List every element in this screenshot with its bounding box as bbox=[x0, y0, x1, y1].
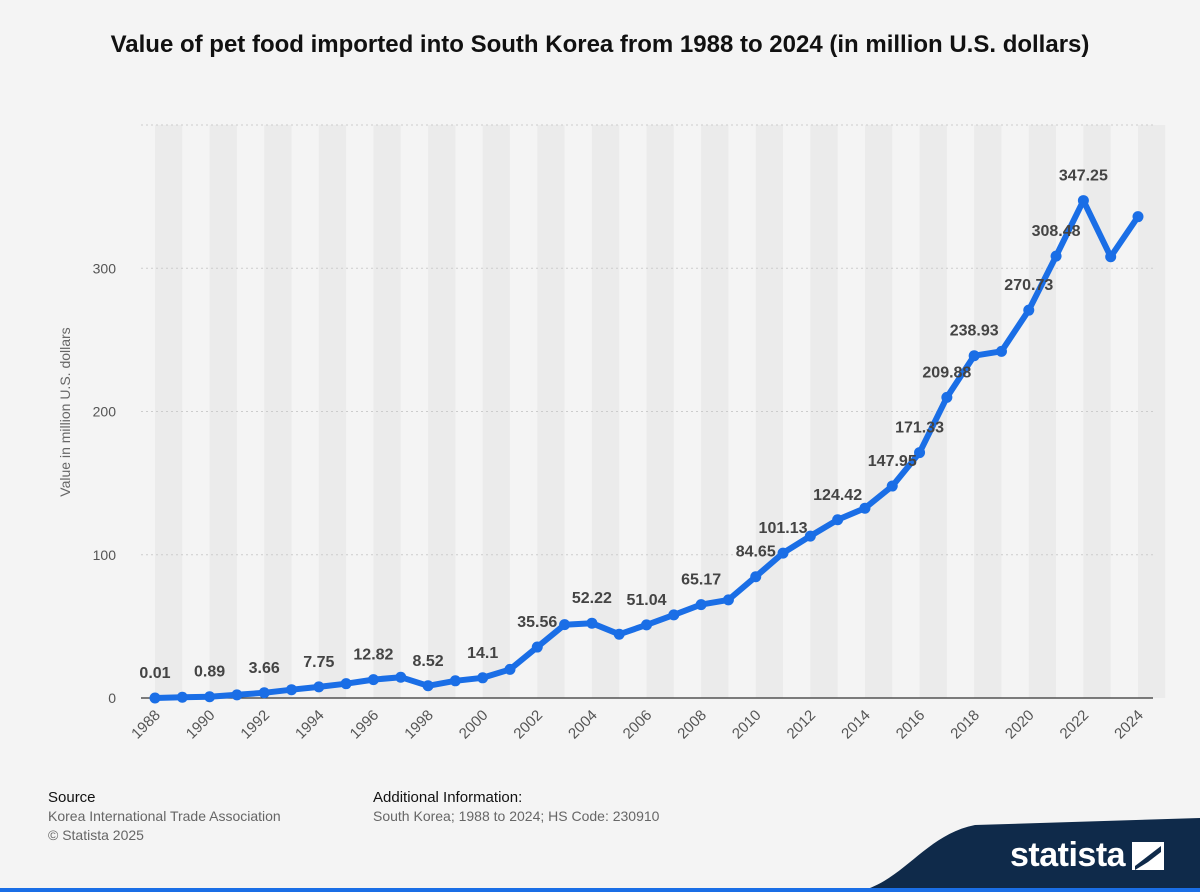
data-label-1988: 0.01 bbox=[139, 665, 170, 682]
data-point-2015[interactable] bbox=[886, 480, 898, 492]
data-point-1988[interactable] bbox=[149, 692, 161, 704]
data-point-1994[interactable] bbox=[313, 681, 325, 693]
data-point-2008[interactable] bbox=[695, 599, 707, 611]
data-point-2005[interactable] bbox=[613, 628, 625, 640]
data-label-2016: 171.33 bbox=[895, 420, 944, 437]
band-2010 bbox=[755, 125, 784, 698]
data-label-1994: 7.75 bbox=[303, 654, 334, 671]
data-point-2014[interactable] bbox=[859, 502, 871, 514]
y-axis-ticks: 0 100 200 300 bbox=[93, 260, 117, 706]
chart-title: Value of pet food imported into South Ko… bbox=[110, 31, 1090, 58]
data-label-2015: 147.95 bbox=[868, 453, 917, 470]
data-point-1998[interactable] bbox=[422, 680, 434, 692]
brand-wave bbox=[858, 818, 1200, 892]
y-tick-label: 200 bbox=[93, 404, 117, 420]
data-point-2021[interactable] bbox=[1050, 250, 1062, 262]
data-point-2000[interactable] bbox=[477, 672, 489, 684]
data-label-2021: 308.48 bbox=[1032, 223, 1081, 240]
data-point-2002[interactable] bbox=[531, 641, 543, 653]
data-label-2010: 84.65 bbox=[736, 544, 776, 561]
data-point-1999[interactable] bbox=[449, 675, 461, 687]
data-point-1993[interactable] bbox=[286, 684, 298, 696]
data-label-2006: 51.04 bbox=[626, 592, 666, 609]
data-point-2020[interactable] bbox=[1023, 304, 1035, 316]
data-point-2022[interactable] bbox=[1077, 195, 1089, 207]
data-point-2016[interactable] bbox=[914, 447, 926, 459]
data-label-2008: 65.17 bbox=[681, 572, 721, 589]
data-point-2017[interactable] bbox=[941, 391, 953, 403]
data-point-1997[interactable] bbox=[395, 671, 407, 683]
data-point-2011[interactable] bbox=[777, 547, 789, 559]
data-label-1992: 3.66 bbox=[249, 660, 280, 677]
data-label-2022: 347.25 bbox=[1059, 168, 1108, 185]
source-heading: Source bbox=[48, 789, 96, 806]
data-label-2020: 270.73 bbox=[1004, 277, 1053, 294]
data-point-2024[interactable] bbox=[1132, 211, 1144, 223]
data-point-1995[interactable] bbox=[340, 678, 352, 690]
data-label-2011: 101.13 bbox=[759, 520, 808, 537]
data-point-2012[interactable] bbox=[804, 530, 816, 542]
data-point-1996[interactable] bbox=[367, 674, 379, 686]
data-point-2019[interactable] bbox=[995, 345, 1007, 357]
brand-accent-bar bbox=[0, 888, 1200, 892]
data-point-2009[interactable] bbox=[722, 594, 734, 606]
data-point-2018[interactable] bbox=[968, 350, 980, 362]
gridlines bbox=[141, 124, 1153, 556]
y-axis-title: Value in million U.S. dollars bbox=[57, 327, 73, 496]
y-tick-label: 100 bbox=[93, 547, 117, 563]
additional-info-heading: Additional Information: bbox=[373, 789, 523, 806]
data-label-1996: 12.82 bbox=[353, 647, 393, 664]
y-tick-label: 300 bbox=[93, 260, 117, 276]
band-2012 bbox=[810, 125, 838, 698]
data-label-1998: 8.52 bbox=[412, 653, 443, 670]
data-point-2003[interactable] bbox=[559, 619, 571, 631]
y-tick-label: 0 bbox=[108, 690, 116, 706]
data-point-1992[interactable] bbox=[258, 687, 270, 699]
statista-logo-icon bbox=[1132, 842, 1164, 870]
data-label-2000: 14.1 bbox=[467, 645, 498, 662]
data-label-2017: 209.88 bbox=[922, 364, 971, 381]
data-labels: 0.01 0.89 3.66 7.75 12.82 8.52 14.1 35.56 52.22 5… bbox=[139, 168, 1108, 682]
data-label-2002: 35.56 bbox=[517, 614, 557, 631]
data-point-2007[interactable] bbox=[668, 609, 680, 621]
data-point-2013[interactable] bbox=[832, 514, 844, 526]
data-point-1991[interactable] bbox=[231, 689, 243, 701]
data-point-1990[interactable] bbox=[204, 691, 216, 703]
data-label-1990: 0.89 bbox=[194, 664, 225, 681]
data-point-1989[interactable] bbox=[176, 691, 188, 703]
statista-logo[interactable]: statista bbox=[1010, 836, 1126, 874]
copyright-text: © Statista 2025 bbox=[48, 827, 144, 843]
data-point-2004[interactable] bbox=[586, 617, 598, 629]
data-label-2004: 52.22 bbox=[572, 590, 612, 607]
data-label-2018: 238.93 bbox=[950, 323, 999, 340]
data-point-2006[interactable] bbox=[641, 619, 652, 631]
data-label-2013: 124.42 bbox=[813, 487, 862, 504]
data-point-2010[interactable] bbox=[750, 571, 762, 583]
series-points bbox=[149, 195, 1144, 704]
data-point-2023[interactable] bbox=[1105, 251, 1117, 263]
additional-info-text: South Korea; 1988 to 2024; HS Code: 2309… bbox=[373, 808, 660, 824]
data-point-2001[interactable] bbox=[504, 663, 516, 675]
source-text[interactable]: Korea International Trade Association bbox=[48, 808, 281, 824]
